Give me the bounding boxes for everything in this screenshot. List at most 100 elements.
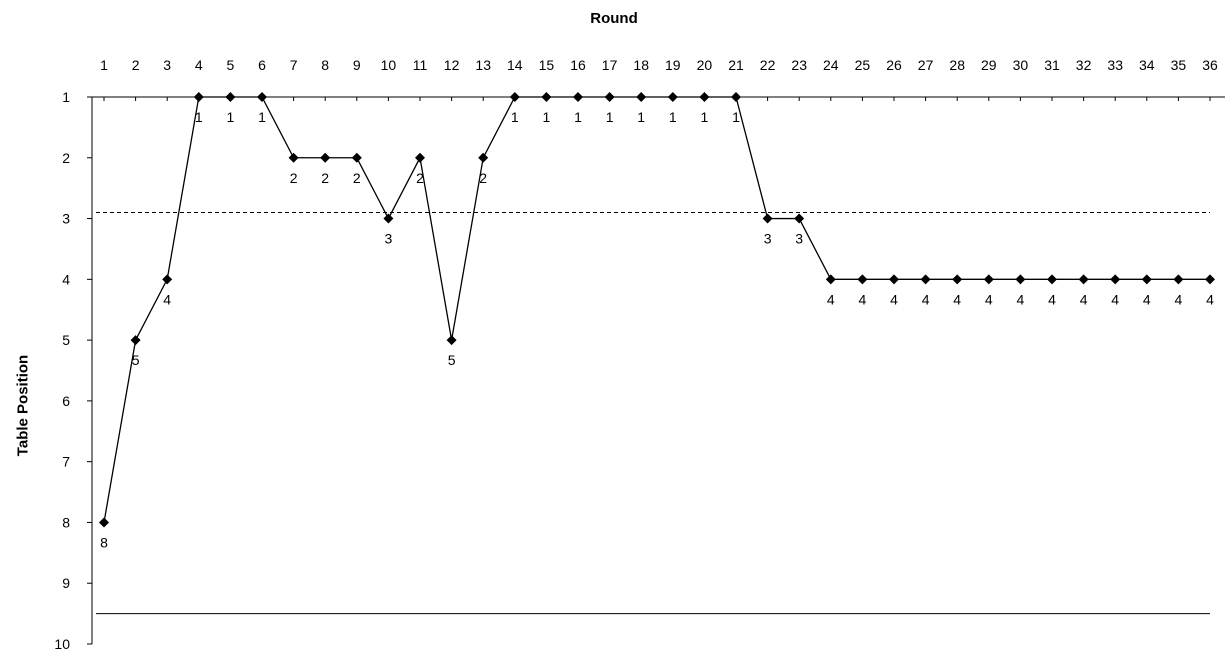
- data-label: 4: [1017, 291, 1025, 307]
- x-tick-label: 28: [949, 57, 965, 73]
- data-label: 2: [290, 170, 298, 186]
- x-tick-label: 4: [195, 57, 203, 73]
- x-tick-label: 14: [507, 57, 523, 73]
- data-label: 1: [195, 109, 203, 125]
- data-label: 4: [922, 291, 930, 307]
- x-tick-label: 9: [353, 57, 361, 73]
- data-point-marker: [636, 92, 647, 102]
- x-tick-label: 29: [981, 57, 997, 73]
- data-label: 1: [732, 109, 740, 125]
- data-label: 2: [416, 170, 424, 186]
- x-tick-label: 3: [163, 57, 171, 73]
- data-point-marker: [825, 274, 836, 285]
- data-point-marker: [1015, 274, 1026, 285]
- data-point-marker: [351, 152, 362, 163]
- x-tick-label: 24: [823, 57, 839, 73]
- x-tick-label: 25: [855, 57, 871, 73]
- data-point-marker: [1141, 274, 1152, 285]
- y-tick-label: 8: [62, 514, 70, 530]
- data-label: 4: [859, 291, 867, 307]
- x-tick-label: 10: [381, 57, 397, 73]
- data-point-marker: [1078, 274, 1089, 285]
- data-label: 2: [321, 170, 329, 186]
- data-label: 3: [764, 231, 772, 247]
- x-axis-title: Round: [590, 10, 638, 27]
- data-label: 1: [511, 109, 519, 125]
- data-label: 1: [606, 109, 614, 125]
- data-label: 2: [479, 170, 487, 186]
- x-tick-label: 7: [290, 57, 298, 73]
- x-tick-label: 19: [665, 57, 681, 73]
- data-point-marker: [889, 274, 899, 285]
- y-tick-label: 2: [62, 150, 70, 166]
- y-tick-label: 1: [62, 89, 70, 105]
- data-label: 8: [100, 534, 108, 550]
- data-point-marker: [415, 152, 425, 163]
- x-tick-label: 20: [697, 57, 713, 73]
- x-tick-label: 30: [1013, 57, 1029, 73]
- x-tick-label: 16: [570, 57, 586, 73]
- data-point-marker: [1173, 274, 1184, 285]
- data-point-marker: [320, 152, 331, 163]
- data-point-marker: [1205, 274, 1215, 285]
- data-label: 1: [258, 109, 266, 125]
- data-point-marker: [857, 274, 868, 285]
- data-label: 4: [890, 291, 898, 307]
- y-tick-label: 6: [62, 393, 70, 409]
- x-tick-label: 2: [132, 57, 140, 73]
- x-tick-label: 18: [633, 57, 649, 73]
- data-point-marker: [983, 274, 994, 285]
- data-label: 1: [574, 109, 582, 125]
- series-line: [103, 96, 1210, 523]
- y-tick-label: 3: [62, 211, 70, 227]
- data-label: 1: [701, 109, 709, 125]
- data-point-marker: [478, 152, 489, 163]
- x-tick-label: 1: [100, 57, 108, 73]
- data-point-marker: [130, 335, 141, 346]
- data-label: 4: [953, 291, 961, 307]
- data-point-marker: [225, 92, 236, 102]
- data-point-marker: [699, 92, 710, 102]
- y-tick-label: 9: [62, 575, 70, 591]
- x-tick-label: 8: [321, 57, 329, 73]
- data-point-marker: [1110, 274, 1121, 285]
- data-point-marker: [257, 92, 267, 102]
- data-point-marker: [509, 92, 520, 102]
- data-label: 1: [227, 109, 235, 125]
- y-tick-label: 10: [54, 636, 70, 652]
- data-label: 1: [543, 109, 551, 125]
- data-point-marker: [731, 92, 741, 102]
- y-tick-label: 5: [62, 332, 70, 348]
- x-tick-label: 31: [1044, 57, 1060, 73]
- data-point-marker: [99, 517, 109, 528]
- data-label: 3: [795, 231, 803, 247]
- data-point-marker: [288, 152, 299, 163]
- data-label: 1: [669, 109, 677, 125]
- x-tick-label: 34: [1139, 57, 1155, 73]
- data-point-marker: [667, 92, 678, 102]
- data-point-marker: [193, 92, 204, 102]
- data-point-marker: [794, 213, 805, 224]
- x-tick-label: 35: [1171, 57, 1187, 73]
- data-label: 4: [1080, 291, 1088, 307]
- x-tick-label: 5: [227, 57, 235, 73]
- data-point-marker: [1047, 274, 1057, 285]
- data-label: 4: [985, 291, 993, 307]
- x-tick-label: 33: [1107, 57, 1123, 73]
- data-label: 5: [132, 352, 140, 368]
- y-tick-label: 4: [62, 271, 70, 287]
- y-tick-label: 7: [62, 454, 70, 470]
- x-tick-label: 17: [602, 57, 618, 73]
- x-tick-label: 21: [728, 57, 744, 73]
- x-tick-label: 15: [539, 57, 555, 73]
- data-label: 5: [448, 352, 456, 368]
- x-tick-label: 36: [1202, 57, 1218, 73]
- data-label: 2: [353, 170, 361, 186]
- data-label: 4: [1143, 291, 1151, 307]
- data-point-marker: [920, 274, 931, 285]
- data-label: 4: [827, 291, 835, 307]
- x-tick-label: 32: [1076, 57, 1092, 73]
- data-point-marker: [541, 92, 552, 102]
- data-label: 4: [1048, 291, 1056, 307]
